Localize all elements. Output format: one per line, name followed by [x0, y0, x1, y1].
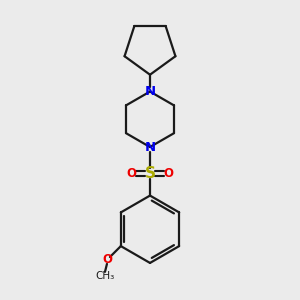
Text: O: O [102, 254, 112, 266]
Text: O: O [126, 167, 136, 180]
Text: O: O [164, 167, 174, 180]
Text: CH₃: CH₃ [95, 271, 115, 281]
Text: N: N [144, 85, 156, 98]
Text: S: S [145, 166, 155, 181]
Text: N: N [144, 140, 156, 154]
